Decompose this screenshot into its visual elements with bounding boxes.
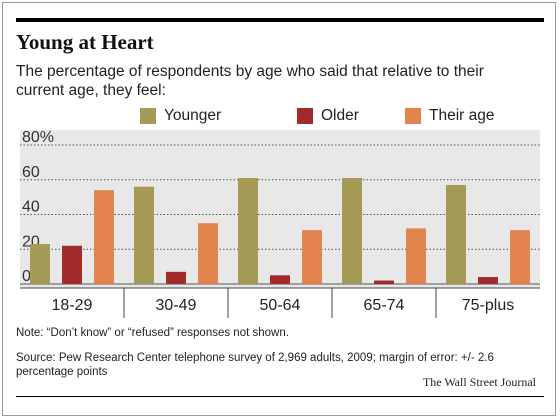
- bar-their-age-75-plus: [510, 230, 530, 284]
- chart-source: Source: Pew Research Center telephone su…: [16, 352, 494, 378]
- x-tick-label: 65-74: [364, 297, 405, 314]
- bar-younger-50-64: [238, 178, 258, 284]
- legend-label-younger: Younger: [164, 107, 222, 124]
- legend-item-younger: Younger: [140, 107, 221, 125]
- y-tick-label: 80%: [22, 130, 54, 146]
- legend-item-their-age: Their age: [405, 107, 494, 125]
- bar-older-30-49: [166, 271, 186, 284]
- bar-older-50-64: [270, 275, 290, 284]
- legend: Younger Older Their age: [0, 107, 560, 127]
- chart-title: Young at Heart: [16, 30, 154, 54]
- y-tick-label: 60: [22, 164, 40, 181]
- bar-their-age-18-29: [94, 190, 114, 284]
- legend-label-their-age: Their age: [429, 107, 495, 124]
- bar-younger-65-74: [342, 178, 362, 284]
- legend-swatch-older: [297, 108, 313, 124]
- bar-younger-18-29: [30, 244, 50, 284]
- bar-younger-30-49: [134, 186, 154, 284]
- legend-label-older: Older: [321, 107, 359, 124]
- x-tick-label: 30-49: [156, 297, 197, 314]
- bar-younger-75-plus: [446, 184, 466, 284]
- y-tick-label: 40: [22, 199, 40, 216]
- x-tick-label: 18-29: [52, 297, 93, 314]
- legend-item-older: Older: [297, 107, 359, 125]
- chart-note: Note: “Don’t know” or “refused” response…: [16, 327, 289, 339]
- bar-their-age-30-49: [198, 223, 218, 284]
- bar-their-age-65-74: [406, 228, 426, 284]
- bar-older-75-plus: [478, 277, 498, 284]
- bar-older-18-29: [62, 245, 82, 284]
- y-tick-label: 0: [22, 268, 31, 285]
- chart-credit: The Wall Street Journal: [422, 375, 536, 389]
- bottom-rule: [16, 396, 544, 397]
- bar-older-65-74: [374, 280, 394, 284]
- top-rule: [16, 18, 544, 22]
- chart-subtitle: The percentage of respondents by age who…: [16, 63, 484, 99]
- legend-swatch-younger: [140, 108, 156, 124]
- bar-their-age-50-64: [302, 230, 322, 284]
- x-tick-label: 50-64: [260, 297, 301, 314]
- x-tick-label: 75-plus: [462, 297, 514, 314]
- legend-swatch-their-age: [405, 108, 421, 124]
